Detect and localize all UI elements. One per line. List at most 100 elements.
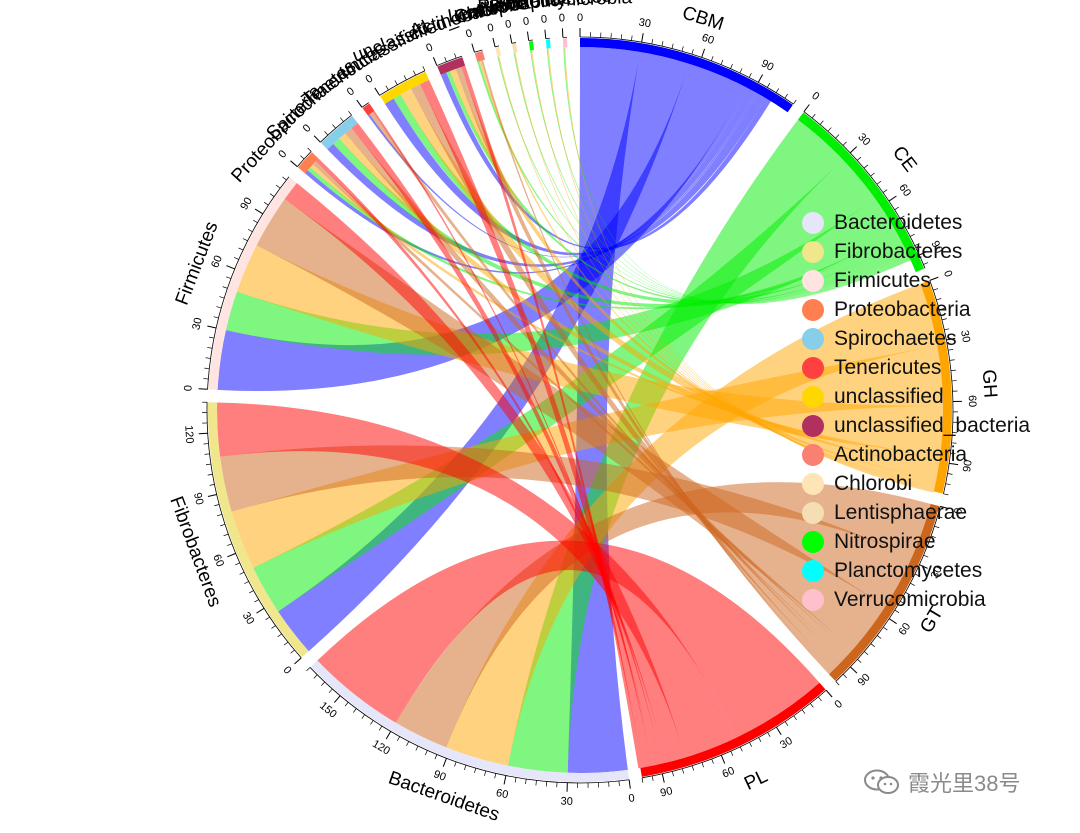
tick-label: 150 [317,700,339,721]
legend-item-spirochaetes: Spirochaetes [802,324,1030,353]
sector-axis-actinobacteria [474,49,483,53]
tick-label: 0 [424,41,434,54]
legend-label: unclassified [834,384,944,408]
tick-mark [432,57,438,66]
tick-mark [711,758,714,764]
link-pl-fibrobacteres [217,402,736,758]
tick-mark [651,39,654,45]
link-cbm-fibrobacteres [278,52,689,652]
tick-mark [863,164,869,169]
tick-mark [216,306,222,309]
tick-mark [827,127,832,132]
tick-label: 60 [897,621,914,638]
tick-label: 0 [522,15,530,28]
sector-arc-unclassified [380,71,430,104]
tick-label: 120 [370,738,392,758]
tick-mark [899,215,905,219]
legend-swatch [802,298,824,321]
tick-mark [207,325,217,329]
tick-mark [282,176,287,181]
sector-arc-firmicutes [208,177,297,390]
tick-mark [628,779,631,789]
tick-mark [394,80,398,85]
tick-mark [947,473,953,475]
tick-mark [835,681,840,686]
watermark: 霞光里38号 [862,766,1020,798]
tick-label: 0 [832,698,845,711]
tick-mark [220,523,226,527]
sector-axis-pl [641,689,827,779]
sector-axis-tenericutes [361,102,369,108]
tick-mark [425,750,428,756]
tick-mark [277,633,282,638]
legend-swatch [802,588,824,611]
tick-mark [618,780,620,786]
link-gh-bacteroidetes [446,283,938,766]
tick-mark [949,462,959,466]
tick-label: 90 [759,57,775,73]
tick-mark [348,110,352,116]
tick-mark [758,737,762,743]
tick-mark [290,160,298,168]
tick-mark [691,49,694,55]
tick-mark [681,46,684,52]
tick-mark [870,172,875,177]
tick-mark [254,208,264,215]
tick-mark [209,484,215,486]
sector-arc-actinobacteria [474,50,485,62]
tick-mark [950,369,956,371]
tick-mark [775,88,780,93]
tick-mark [801,709,806,714]
tick-mark [217,514,223,517]
tick-mark [784,93,788,99]
tick-label: 0 [345,85,357,98]
sector-arc-proteobacteria [298,152,319,174]
tick-mark [945,483,951,486]
tick-mark [234,257,239,260]
tick-mark [247,228,253,232]
tick-mark [413,70,416,76]
tick-mark [943,493,949,496]
tick-mark [370,720,374,725]
link-gh-firmicutes [236,245,944,456]
tick-mark [204,453,210,455]
tick-label: 60 [209,254,225,270]
tick-mark [810,703,814,708]
tick-mark [244,581,249,585]
legend-swatch [802,240,824,263]
tick-mark [671,771,674,777]
legend-item-planctomycetes: Planctomycetes [802,556,1030,585]
tick-label: 60 [495,787,509,801]
tick-mark [711,56,714,62]
tick-label: 90 [961,459,975,473]
tick-mark [222,286,228,289]
tick-mark [525,779,527,785]
tick-label: 0 [486,22,495,35]
tick-label: 0 [301,122,314,135]
sector-arc-fibrobacteres [208,402,309,658]
legend-item-actinobacteria: Actinobacteria [802,440,1030,469]
legend-label: Proteobacteria [834,297,971,321]
tick-mark [492,37,496,47]
tick-label: 60 [966,395,978,408]
tick-mark [876,635,882,639]
tick-mark [818,696,822,702]
tick-mark [784,721,789,726]
watermark-text: 霞光里38号 [908,771,1021,796]
tick-mark [213,316,219,319]
legend-item-unclassified: unclassified [802,382,1030,411]
tick-mark [361,714,365,719]
tick-label: 30 [958,329,972,343]
tick-mark [307,147,312,152]
link-ce-firmicutes [225,198,897,355]
tick-label: 90 [191,491,205,506]
tick-label: 0 [628,792,636,805]
tick-mark [948,349,954,351]
tick-mark [651,775,654,781]
sector-arc-gh [920,280,953,494]
tick-mark [905,224,910,228]
tick-mark [757,74,764,83]
tick-mark [204,367,210,370]
tick-mark [914,573,920,577]
